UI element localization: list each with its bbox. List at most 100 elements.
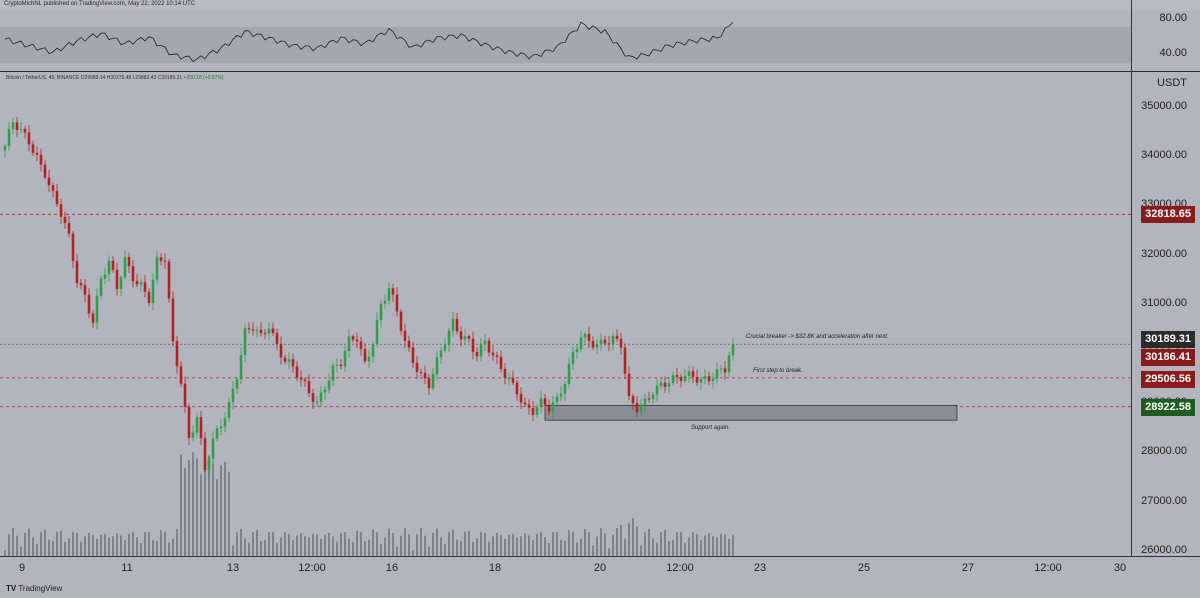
price-axis[interactable]: 80.00 40.00 USDT 35000.00 34000.00 33000.0… xyxy=(1131,0,1200,556)
candle xyxy=(415,355,419,380)
candle xyxy=(63,211,67,229)
candle xyxy=(435,350,439,381)
pane-divider[interactable] xyxy=(0,71,1200,72)
volume-bar xyxy=(548,543,550,556)
time-tick: 20 xyxy=(593,562,607,574)
candle xyxy=(231,381,235,410)
candle xyxy=(631,393,635,411)
volume-bar xyxy=(484,532,486,556)
volume-bar xyxy=(544,537,546,556)
volume-bar xyxy=(20,546,22,556)
candle xyxy=(139,279,143,292)
candle xyxy=(455,313,459,335)
volume-bar xyxy=(396,546,398,556)
tradingview-logo: TV TradingView xyxy=(6,584,62,593)
support-zone xyxy=(544,404,958,421)
price-tick: 34000.00 xyxy=(1141,148,1187,161)
volume-bar xyxy=(604,533,606,556)
volume-bar xyxy=(352,541,354,556)
volume-bar xyxy=(728,538,730,556)
candle xyxy=(155,251,159,285)
candle xyxy=(227,397,231,422)
volume-bar xyxy=(672,539,674,556)
candle xyxy=(639,399,643,417)
volume-bar xyxy=(720,533,722,556)
candle xyxy=(591,336,595,350)
candle xyxy=(327,373,331,394)
candle xyxy=(255,326,259,338)
time-axis[interactable]: 9 11 13 12:00 16 18 20 12:00 23 25 27 12:00 30 xyxy=(0,556,1200,579)
candle xyxy=(607,335,611,351)
volume-bar xyxy=(372,529,374,556)
candle xyxy=(403,323,407,349)
volume-bar xyxy=(536,533,538,556)
volume-bar xyxy=(460,541,462,556)
volume-bar xyxy=(368,539,370,556)
volume-bar xyxy=(168,542,170,556)
candle xyxy=(699,376,703,391)
candle xyxy=(451,311,455,337)
time-tick: 27 xyxy=(961,562,975,574)
rsi-band xyxy=(0,27,1131,63)
candle xyxy=(131,260,135,288)
volume-bar xyxy=(592,545,594,556)
volume-bar xyxy=(284,532,286,556)
candle xyxy=(27,125,31,152)
candle xyxy=(555,392,559,407)
candle xyxy=(267,322,271,341)
volume-bar xyxy=(68,538,70,556)
volume-bar xyxy=(248,542,250,556)
volume-bar xyxy=(660,531,662,556)
price-tick: 31000.00 xyxy=(1141,297,1187,310)
volume-bar xyxy=(140,543,142,556)
candle xyxy=(287,352,291,369)
volume-bar xyxy=(376,532,378,556)
volume-bar xyxy=(128,533,130,556)
volume-bar xyxy=(256,530,258,556)
candle xyxy=(579,330,583,353)
volume-bar xyxy=(572,531,574,556)
candle xyxy=(187,404,191,446)
candle xyxy=(323,385,327,400)
volume-bar xyxy=(384,537,386,556)
volume-bar xyxy=(216,479,218,556)
candle xyxy=(511,370,515,386)
candle xyxy=(659,378,663,390)
candle xyxy=(239,347,243,384)
volume-bar xyxy=(476,538,478,556)
candle xyxy=(407,335,411,352)
time-tick: 12:00 xyxy=(666,562,694,574)
candle xyxy=(115,262,119,296)
volume-bar xyxy=(628,523,630,556)
volume-bar xyxy=(328,532,330,556)
candle xyxy=(539,390,543,414)
candle xyxy=(143,274,147,298)
candle xyxy=(151,273,155,311)
candle xyxy=(375,312,379,348)
candle xyxy=(339,358,343,370)
price-chart[interactable] xyxy=(0,72,1131,556)
candle xyxy=(727,351,731,377)
candle xyxy=(411,342,415,369)
candle xyxy=(235,377,239,394)
time-tick: 13 xyxy=(226,562,240,574)
volume-bar xyxy=(80,541,82,556)
candle xyxy=(399,308,403,336)
candle xyxy=(503,362,507,385)
candle xyxy=(283,355,287,364)
candle xyxy=(575,344,579,360)
volume-bar xyxy=(232,545,234,556)
candle xyxy=(299,370,303,387)
volume-bar xyxy=(88,532,90,556)
annotation-first-step: First step to break. xyxy=(753,368,803,374)
candle xyxy=(351,334,355,343)
candle xyxy=(171,291,175,347)
rsi-pane[interactable] xyxy=(0,11,1131,71)
volume-bar xyxy=(652,538,654,556)
volume-bar xyxy=(600,528,602,556)
volume-bar xyxy=(112,536,114,556)
volume-bar xyxy=(392,532,394,556)
candle xyxy=(647,391,651,403)
volume-bar xyxy=(188,459,190,556)
volume-bar xyxy=(488,541,490,556)
